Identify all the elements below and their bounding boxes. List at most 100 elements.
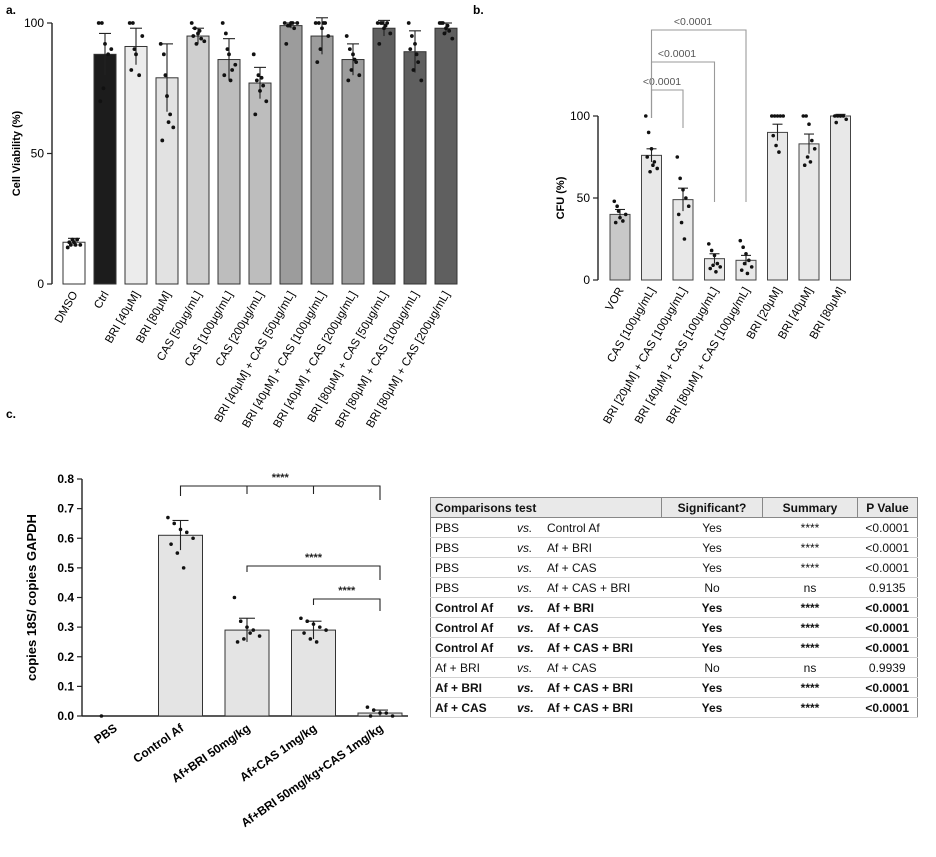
data-point <box>290 21 295 25</box>
data-point <box>442 31 447 36</box>
data-point <box>257 634 262 638</box>
group-a: Control Af <box>435 640 494 655</box>
comparison-cell: Control Af vs. Af + CAS + BRI <box>430 637 662 658</box>
data-point <box>161 52 166 57</box>
y-tick-label: 100 <box>24 16 44 30</box>
table-header-row: Comparisons test Significant? Summary P … <box>430 497 918 518</box>
data-point <box>225 47 230 51</box>
data-point <box>419 78 424 83</box>
data-point <box>308 637 313 641</box>
significant-cell: Yes <box>661 637 763 658</box>
data-point <box>612 199 617 204</box>
data-point <box>775 114 780 118</box>
data-point <box>649 147 654 151</box>
vs-label: vs. <box>517 560 533 575</box>
data-point <box>648 169 652 174</box>
summary-cell: ns <box>762 657 858 678</box>
data-point <box>313 21 318 25</box>
summary-cell: **** <box>762 677 858 698</box>
chart-c-copies-18s: 0.0 0.1 0.2 0.3 0.4 0.5 0.6 0.7 0.8 copies 18S/ c… <box>24 472 408 830</box>
data-point <box>317 625 322 629</box>
data-point <box>169 542 173 546</box>
x-tick-label: PBS <box>91 721 119 747</box>
x-tick-label: DMSO <box>53 289 81 325</box>
vs-label: vs. <box>517 520 533 535</box>
summary-cell: **** <box>762 557 858 578</box>
p-value-cell: 0.9939 <box>857 657 918 678</box>
comparison-bracket <box>650 29 747 202</box>
y-tick-label: 0.0 <box>57 709 74 723</box>
data-point <box>222 73 227 78</box>
table-header-cell: Comparisons test <box>430 497 662 518</box>
data-point <box>749 265 754 269</box>
comparison-cell: Af + CAS vs. Af + CAS + BRI <box>430 697 662 718</box>
comparison-cell: PBS vs. Af + CAS <box>430 557 662 578</box>
comparison-bracket <box>312 598 381 611</box>
data-point <box>175 551 180 555</box>
data-point <box>284 41 289 46</box>
comparison-label: <0.0001 <box>658 48 696 60</box>
p-value-cell: 0.9135 <box>857 577 918 598</box>
data-point <box>132 47 137 51</box>
comparison-bracket <box>650 89 684 128</box>
data-point <box>844 117 849 122</box>
y-tick-label: 50 <box>31 147 45 161</box>
comparison-cell: Control Af vs. Af + BRI <box>430 597 662 618</box>
significant-cell: Yes <box>661 697 763 718</box>
table-row: Af + BRI vs. Af + CAS No ns 0.9939 <box>430 657 918 678</box>
comparison-cell: PBS vs. Af + BRI <box>430 537 662 558</box>
data-point <box>191 536 195 541</box>
data-point <box>235 640 240 644</box>
table-header-cell: P Value <box>857 497 918 518</box>
bar <box>186 35 210 285</box>
bar <box>224 629 270 717</box>
vs-label: vs. <box>517 600 534 615</box>
y-axis-label: Cell Viability (%) <box>11 110 23 196</box>
data-point <box>202 39 207 44</box>
data-point <box>841 114 846 118</box>
data-point <box>199 36 204 41</box>
data-point <box>251 628 256 632</box>
summary-cell: ns <box>762 577 858 598</box>
bar <box>434 27 458 285</box>
data-point <box>618 215 622 220</box>
data-point <box>129 68 134 72</box>
data-point <box>686 204 691 208</box>
group-a: PBS <box>435 520 460 535</box>
data-point <box>251 52 256 57</box>
data-point <box>178 527 183 532</box>
data-point <box>140 34 145 38</box>
comparisons-table: Comparisons test Significant? Summary P … <box>430 497 918 718</box>
y-tick-label: 0.1 <box>57 679 74 693</box>
data-point <box>712 253 717 258</box>
data-point <box>380 21 385 25</box>
bar <box>310 35 334 285</box>
bar <box>341 59 365 285</box>
group-a: Control Af <box>435 620 494 635</box>
data-point <box>684 196 688 200</box>
data-point <box>745 271 750 276</box>
data-point <box>747 258 751 263</box>
data-point <box>326 34 331 38</box>
data-point <box>299 616 303 621</box>
data-point <box>160 138 165 143</box>
data-point <box>302 631 306 635</box>
data-point <box>311 622 316 626</box>
y-tick-label: 50 <box>577 191 591 205</box>
significant-cell: Yes <box>661 517 763 538</box>
p-value-cell: <0.0001 <box>857 537 918 558</box>
data-point <box>165 94 169 98</box>
table-row: Control Af vs. Af + CAS Yes **** <0.0001 <box>430 617 918 638</box>
summary-cell: **** <box>762 537 858 558</box>
data-point <box>832 114 837 118</box>
data-point <box>388 31 393 36</box>
data-point <box>324 628 328 632</box>
data-point <box>679 220 684 225</box>
comparison-cell: Control Af vs. Af + CAS <box>430 617 662 638</box>
group-a: Af + BRI <box>435 660 481 675</box>
data-point <box>253 112 258 117</box>
data-point <box>96 21 101 25</box>
y-tick-label: 0.4 <box>57 591 74 605</box>
